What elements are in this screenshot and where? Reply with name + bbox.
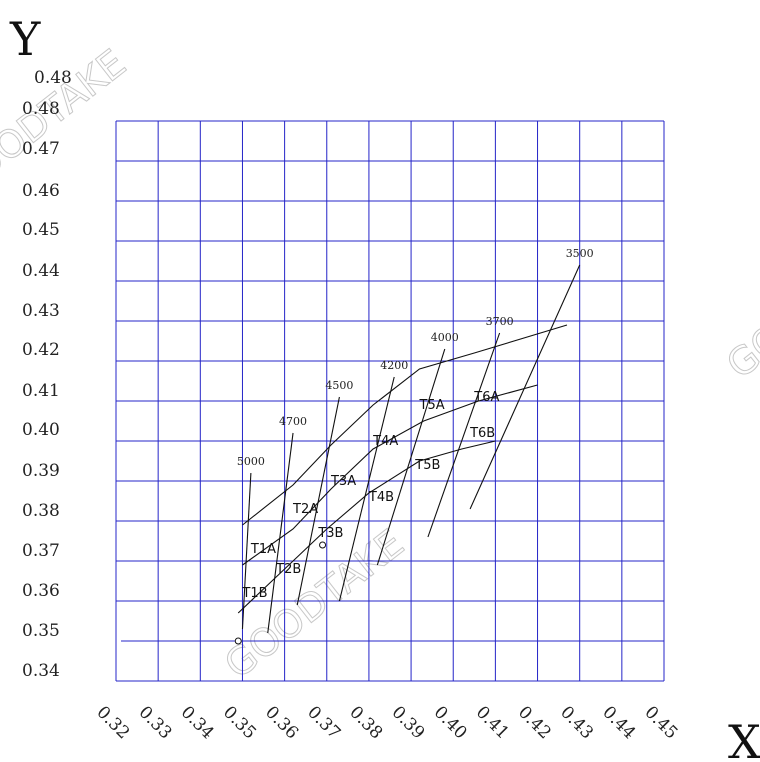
x-tick-label: 0.34 xyxy=(177,702,218,743)
x-tick-label: 0.43 xyxy=(556,702,597,743)
cct-line-3700 xyxy=(427,332,501,538)
watermark-text: GOODTAKE xyxy=(718,221,760,387)
region-label: T4B xyxy=(368,490,394,505)
region-label: T2B xyxy=(275,562,301,577)
region-label: T3A xyxy=(330,474,356,489)
y-tick-label: 0.42 xyxy=(22,340,60,360)
y-tick-label: 0.37 xyxy=(22,541,60,561)
region-label: T6A xyxy=(473,390,499,405)
region-label: T2A xyxy=(292,502,318,517)
cct-label: 4700 xyxy=(279,415,307,428)
x-tick-label: 0.36 xyxy=(261,702,302,743)
cct-line-3500 xyxy=(469,264,581,510)
y-tick-label: 0.35 xyxy=(22,621,60,641)
region-label: T4A xyxy=(372,434,398,449)
boundary-line-1 xyxy=(242,324,568,526)
y-tick-label: 0.48 xyxy=(22,99,60,119)
cct-label: 3700 xyxy=(486,315,514,328)
x-tick-label: 0.35 xyxy=(219,702,260,743)
y-tick-label: 0.44 xyxy=(22,261,60,281)
x-tick-label: 0.42 xyxy=(514,702,555,743)
region-label: T5B xyxy=(414,458,440,473)
y-tick-label: 0.39 xyxy=(22,461,60,481)
x-tick-label: 0.41 xyxy=(472,702,513,743)
x-tick-label: 0.33 xyxy=(135,702,176,743)
label-layer: 0.32 0.33 0.34 0.35 0.36 0.37 0.38 0.39 0.40 0.41… xyxy=(22,68,681,743)
y-tick-label: 0.43 xyxy=(22,301,60,321)
data-marker xyxy=(319,541,327,549)
curve-layer xyxy=(234,264,581,645)
cct-line-4200 xyxy=(338,376,395,602)
region-label: T5A xyxy=(419,398,445,413)
cct-label: 4200 xyxy=(380,359,408,372)
region-label: T1B xyxy=(241,586,267,601)
y-axis-title: Y xyxy=(9,12,41,66)
x-tick-label: 0.45 xyxy=(640,702,681,743)
x-tick-label: 0.32 xyxy=(92,702,133,743)
cct-line-4500 xyxy=(296,396,340,606)
y-tick-label: 0.48 xyxy=(34,68,72,88)
cct-line-4000 xyxy=(376,348,446,566)
x-tick-label: 0.44 xyxy=(598,702,639,743)
y-tick-label: 0.41 xyxy=(22,381,60,401)
cct-label: 3500 xyxy=(566,247,594,260)
y-tick-label: 0.45 xyxy=(22,220,60,240)
cct-label: 4000 xyxy=(431,331,459,344)
cct-label: 4500 xyxy=(325,379,353,392)
region-label: T6B xyxy=(469,426,495,441)
data-marker xyxy=(234,637,242,645)
region-label: T1A xyxy=(250,542,276,557)
y-tick-label: 0.36 xyxy=(22,581,60,601)
cct-label: 5000 xyxy=(237,455,265,468)
y-tick-label: 0.34 xyxy=(22,661,60,681)
y-tick-label: 0.46 xyxy=(22,181,60,201)
y-tick-label: 0.38 xyxy=(22,501,60,521)
boundary-line-2 xyxy=(242,384,538,566)
y-tick-label: 0.47 xyxy=(22,139,60,159)
watermark-text: GOODTAKE xyxy=(216,521,412,687)
y-tick-label: 0.40 xyxy=(22,420,60,440)
x-tick-label: 0.40 xyxy=(430,702,471,743)
cct-line-5000 xyxy=(241,472,252,630)
region-label: T3B xyxy=(317,526,343,541)
x-tick-label: 0.38 xyxy=(345,702,386,743)
x-tick-label: 0.37 xyxy=(303,702,344,743)
x-tick-label: 0.39 xyxy=(388,702,429,743)
grid xyxy=(115,120,665,682)
x-axis-title: X xyxy=(728,715,760,762)
boundary-line-3 xyxy=(237,440,496,614)
cct-line-4700 xyxy=(267,432,294,634)
